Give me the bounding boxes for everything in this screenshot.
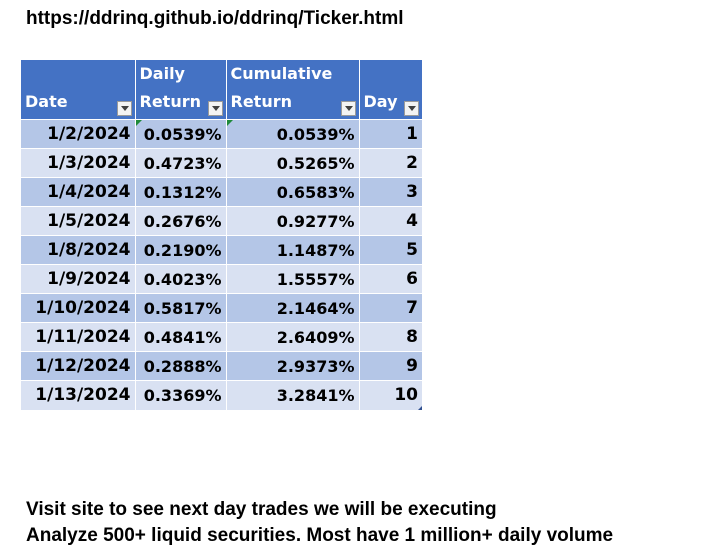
cell-cumulative-return-value: 0.0539% — [276, 124, 355, 144]
cell-cumulative-return[interactable]: 0.6583% — [226, 177, 360, 207]
cell-date[interactable]: 1/13/2024 — [21, 380, 136, 410]
cell-day[interactable]: 2 — [359, 148, 422, 178]
table-row: 1/8/2024 0.2190% 1.1487% 5 — [21, 235, 422, 265]
cell-cumulative-return[interactable]: 2.9373% — [226, 351, 360, 381]
cell-cumulative-return[interactable]: 2.1464% — [226, 293, 360, 323]
header-day: Day — [359, 60, 422, 120]
header-day-line2: Day — [363, 92, 398, 111]
footer-visit-text: Visit site to see next day trades we wil… — [26, 499, 497, 520]
cell-daily-return[interactable]: 0.3369% — [135, 380, 227, 410]
returns-table: Date Daily Return Cumulative Return Day … — [21, 60, 422, 410]
cell-date[interactable]: 1/2/2024 — [21, 119, 136, 149]
cell-date[interactable]: 1/8/2024 — [21, 235, 136, 265]
cell-day[interactable]: 8 — [359, 322, 422, 352]
cell-cumulative-return[interactable]: 0.0539% — [226, 119, 360, 149]
daily-return-filter-dropdown-icon[interactable] — [207, 101, 223, 116]
cell-daily-return[interactable]: 0.4023% — [135, 264, 227, 294]
cell-day[interactable]: 6 — [359, 264, 422, 294]
table-row: 1/5/2024 0.2676% 0.9277% 4 — [21, 206, 422, 236]
table-row: 1/2/2024 0.0539% 0.0539% 1 — [21, 119, 422, 149]
cell-daily-return[interactable]: 0.5817% — [135, 293, 227, 323]
cell-cumulative-return[interactable]: 3.2841% — [226, 380, 360, 410]
table-row: 1/9/2024 0.4023% 1.5557% 6 — [21, 264, 422, 294]
cell-day[interactable]: 1 — [359, 119, 422, 149]
header-date-line1 — [25, 60, 131, 88]
header-cumulative-return: Cumulative Return — [226, 60, 360, 120]
cell-daily-return[interactable]: 0.2888% — [135, 351, 227, 381]
cell-day[interactable]: 10 — [359, 380, 422, 410]
cell-daily-return[interactable]: 0.2190% — [135, 235, 227, 265]
table-row: 1/13/2024 0.3369% 3.2841% 10 — [21, 380, 422, 410]
footer-analyze-text: Analyze 500+ liquid securities. Most hav… — [26, 525, 614, 546]
header-daily-line1: Daily — [139, 64, 185, 83]
cell-day[interactable]: 7 — [359, 293, 422, 323]
cumulative-return-filter-dropdown-icon[interactable] — [340, 101, 356, 116]
cell-date[interactable]: 1/3/2024 — [21, 148, 136, 178]
table-resize-handle-icon[interactable] — [418, 405, 422, 410]
header-daily-line2: Return — [139, 92, 202, 111]
table-header-row: Date Daily Return Cumulative Return Day — [21, 60, 422, 120]
table-row: 1/3/2024 0.4723% 0.5265% 2 — [21, 148, 422, 178]
cell-daily-return[interactable]: 0.0539% — [135, 119, 227, 149]
cell-daily-return[interactable]: 0.1312% — [135, 177, 227, 207]
cell-daily-return[interactable]: 0.2676% — [135, 206, 227, 236]
cell-date[interactable]: 1/11/2024 — [21, 322, 136, 352]
cell-cumulative-return[interactable]: 1.5557% — [226, 264, 360, 294]
date-filter-dropdown-icon[interactable] — [116, 101, 132, 116]
table-row: 1/12/2024 0.2888% 2.9373% 9 — [21, 351, 422, 381]
table-row: 1/10/2024 0.5817% 2.1464% 7 — [21, 293, 422, 323]
site-url[interactable]: https://ddrinq.github.io/ddrinq/Ticker.h… — [26, 8, 404, 29]
cell-date[interactable]: 1/5/2024 — [21, 206, 136, 236]
error-indicator-icon — [226, 120, 233, 126]
header-cumulative-line1: Cumulative — [230, 64, 333, 83]
cell-date[interactable]: 1/9/2024 — [21, 264, 136, 294]
cell-date[interactable]: 1/10/2024 — [21, 293, 136, 323]
header-date: Date — [21, 60, 136, 120]
table-row: 1/11/2024 0.4841% 2.6409% 8 — [21, 322, 422, 352]
cell-day[interactable]: 3 — [359, 177, 422, 207]
header-cumulative-line2: Return — [230, 92, 293, 111]
header-date-line2: Date — [25, 92, 68, 111]
cell-day-value: 10 — [394, 385, 418, 406]
header-day-line1 — [364, 60, 419, 88]
cell-date[interactable]: 1/12/2024 — [21, 351, 136, 381]
cell-daily-return-value: 0.0539% — [143, 124, 222, 144]
cell-cumulative-return[interactable]: 0.9277% — [226, 206, 360, 236]
cell-cumulative-return[interactable]: 2.6409% — [226, 322, 360, 352]
cell-day[interactable]: 9 — [359, 351, 422, 381]
day-filter-dropdown-icon[interactable] — [404, 101, 419, 116]
cell-day[interactable]: 4 — [359, 206, 422, 236]
header-daily-return: Daily Return — [135, 60, 227, 120]
cell-cumulative-return[interactable]: 0.5265% — [226, 148, 360, 178]
table-row: 1/4/2024 0.1312% 0.6583% 3 — [21, 177, 422, 207]
error-indicator-icon — [135, 120, 142, 126]
cell-cumulative-return[interactable]: 1.1487% — [226, 235, 360, 265]
cell-day[interactable]: 5 — [359, 235, 422, 265]
cell-daily-return[interactable]: 0.4723% — [135, 148, 227, 178]
cell-daily-return[interactable]: 0.4841% — [135, 322, 227, 352]
cell-date[interactable]: 1/4/2024 — [21, 177, 136, 207]
